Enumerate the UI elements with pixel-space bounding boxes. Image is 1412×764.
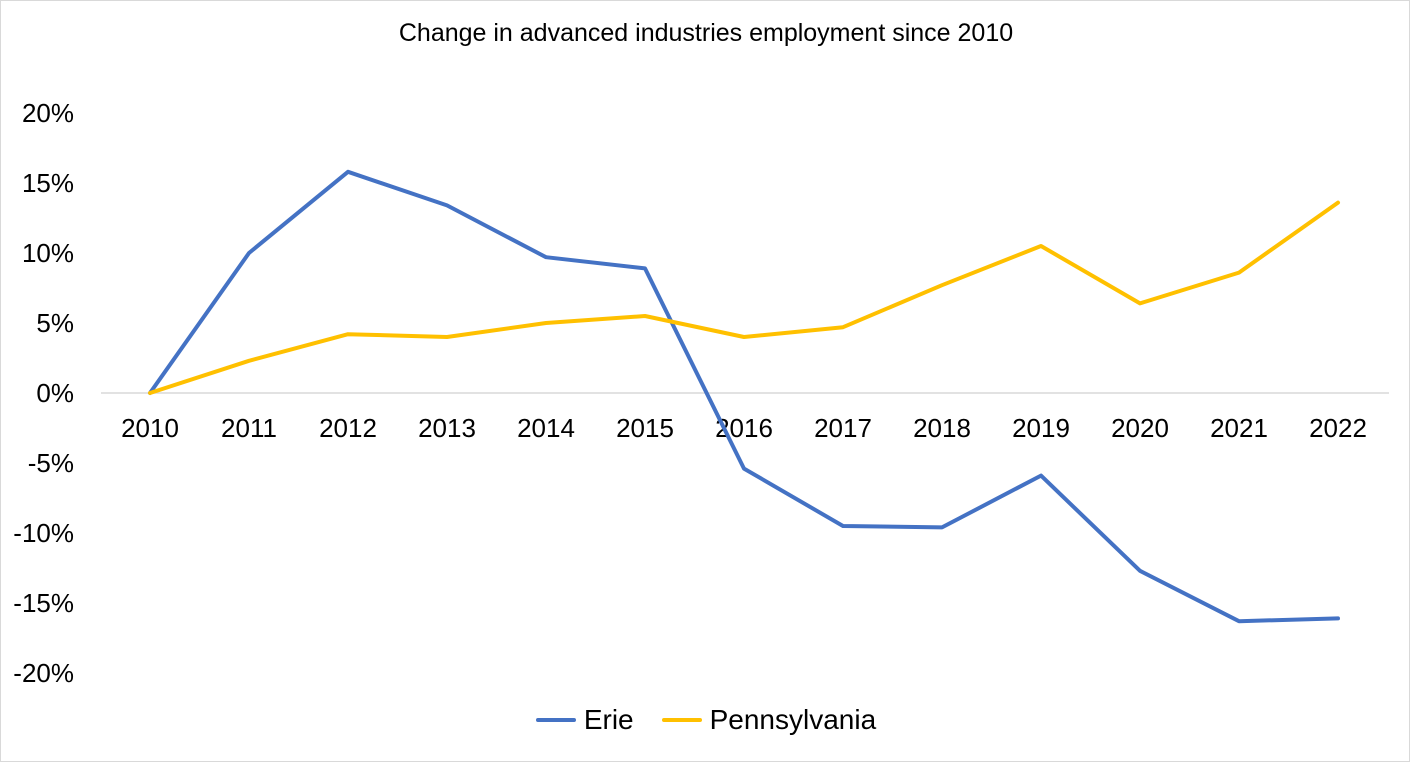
y-tick-label: -5%: [28, 448, 74, 478]
legend-item-pennsylvania: Pennsylvania: [661, 704, 877, 736]
legend-swatch-pennsylvania: [661, 718, 702, 722]
x-tick-label: 2020: [1111, 413, 1169, 443]
x-tick-label: 2021: [1210, 413, 1268, 443]
x-tick-label: 2018: [913, 413, 971, 443]
y-tick-label: 10%: [22, 238, 74, 268]
legend-label: Erie: [583, 704, 634, 735]
x-tick-label: 2017: [814, 413, 872, 443]
y-tick-label: -10%: [13, 518, 74, 548]
y-tick-label: -20%: [13, 658, 74, 688]
chart-legend: Erie Pennsylvania: [0, 704, 1412, 736]
series-line-pennsylvania: [148, 200, 1340, 395]
y-tick-label: 0%: [36, 378, 74, 408]
x-tick-label: 2011: [221, 413, 277, 443]
y-tick-label: -15%: [13, 588, 74, 618]
series-line-erie: [148, 169, 1340, 624]
legend-item-erie: Erie: [535, 704, 634, 736]
y-tick-label: 20%: [22, 98, 74, 128]
x-tick-label: 2013: [418, 413, 476, 443]
x-tick-label: 2019: [1012, 413, 1070, 443]
x-tick-label: 2022: [1309, 413, 1367, 443]
x-tick-label: 2015: [616, 413, 674, 443]
legend-label: Pennsylvania: [709, 704, 877, 735]
x-tick-label: 2010: [121, 413, 179, 443]
chart-title: Change in advanced industries employment…: [398, 19, 1014, 47]
y-tick-label: 5%: [36, 308, 74, 338]
x-tick-label: 2014: [517, 413, 575, 443]
x-tick-label: 2012: [319, 413, 377, 443]
legend-swatch-erie: [535, 718, 576, 722]
y-tick-label: 15%: [22, 168, 74, 198]
